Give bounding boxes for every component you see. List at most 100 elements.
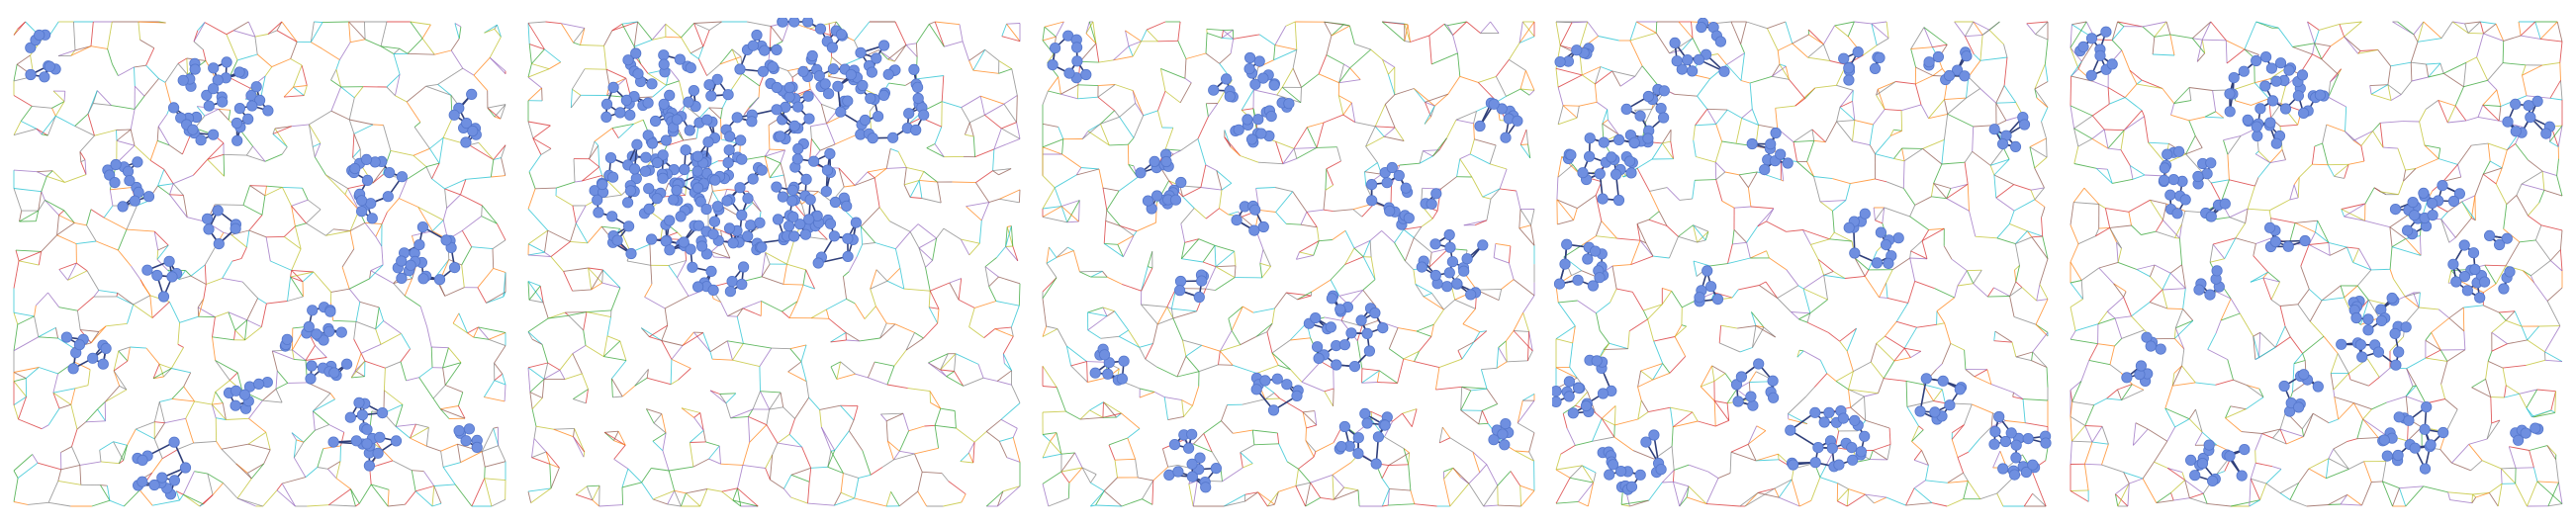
graph-edge (653, 413, 662, 424)
graph-edge (652, 84, 667, 98)
graph-edge (1767, 21, 1787, 30)
graph-edge (1252, 89, 1277, 96)
graph-edge (1387, 66, 1395, 75)
network-panel-1 (13, 21, 506, 507)
graph-edge (903, 167, 907, 185)
graph-edge (291, 269, 314, 273)
graph-edge (74, 361, 91, 371)
graph-edge (529, 379, 545, 393)
graph-edge (145, 47, 155, 66)
graph-edge (1068, 467, 1082, 484)
graph-edge (692, 331, 711, 352)
graph-edge (1325, 184, 1334, 191)
graph-edge (934, 425, 939, 449)
graph-edge (974, 170, 993, 183)
graph-edge (875, 269, 887, 282)
graph-node (872, 111, 883, 123)
graph-edge (998, 276, 1020, 285)
graph-edge (1042, 175, 1056, 189)
graph-edge (87, 114, 95, 136)
graph-edge (1005, 246, 1018, 262)
graph-edge (202, 48, 207, 61)
graph-edge (808, 396, 820, 410)
graph-node (1309, 311, 1321, 324)
graph-edge (1446, 76, 1460, 95)
graph-edge (905, 337, 924, 351)
graph-node (593, 207, 604, 219)
graph-edge (1176, 41, 1186, 59)
graph-edge (1384, 104, 1396, 129)
graph-edge (769, 479, 784, 489)
graph-edge (412, 470, 424, 473)
graph-edge (885, 420, 888, 442)
graph-edge (719, 55, 741, 65)
graph-edge (940, 353, 957, 371)
graph-edge (1360, 370, 1380, 384)
graph-edge (236, 497, 263, 507)
graph-edge (527, 121, 551, 127)
graph-edge (692, 417, 704, 431)
graph-edge (375, 236, 383, 247)
graph-edge (1244, 491, 1258, 495)
graph-edge (1476, 288, 1502, 291)
graph-edge (1230, 39, 1234, 54)
graph-edge (994, 328, 1014, 337)
graph-edge (1181, 196, 1195, 209)
graph-node (791, 101, 804, 113)
graph-node (246, 100, 258, 112)
graph-edge (846, 339, 860, 342)
graph-edge (621, 482, 642, 488)
graph-edge (930, 401, 941, 409)
graph-edge (228, 311, 236, 331)
graph-edge (13, 121, 22, 135)
graph-edge (534, 187, 557, 190)
graph-edge (662, 432, 667, 451)
graph-edge (1101, 401, 1104, 418)
graph-node (1443, 267, 1455, 279)
graph-node (1070, 55, 1083, 67)
graph-edge (310, 21, 315, 43)
graph-edge (276, 489, 296, 507)
graph-node (1210, 462, 1222, 475)
graph-edge (921, 471, 942, 475)
graph-node (646, 78, 658, 90)
graph-edge (260, 75, 266, 98)
graph-edge (97, 401, 106, 410)
graph-edge (1201, 344, 1220, 352)
graph-node (1344, 327, 1357, 339)
graph-edge (493, 267, 506, 273)
graph-edge (819, 143, 836, 151)
graph-edge (1295, 254, 1314, 260)
graph-edge (247, 443, 271, 451)
graph-edge (1302, 411, 1317, 426)
graph-edge (977, 364, 984, 379)
graph-edge (621, 23, 635, 47)
graph-edge (494, 380, 506, 386)
graph-edge (350, 488, 360, 504)
graph-edge (1057, 76, 1061, 95)
graph-edge (1099, 116, 1120, 125)
graph-edge (781, 310, 790, 318)
graph-node (166, 271, 178, 283)
graph-edge (158, 401, 165, 423)
graph-edge (1207, 103, 1218, 118)
graph-edge (13, 372, 27, 380)
graph-edge (1415, 284, 1432, 294)
graph-edge (136, 421, 155, 430)
graph-edge (527, 362, 548, 369)
graph-edge (74, 221, 87, 226)
graph-edge (931, 237, 937, 261)
graph-edge (70, 404, 78, 430)
graph-edge (702, 332, 711, 352)
graph-edge (747, 416, 750, 443)
graph-node (1101, 368, 1113, 380)
graph-edge (393, 283, 406, 297)
graph-edge (56, 222, 75, 236)
graph-edge (713, 256, 730, 259)
graph-edge (1179, 138, 1198, 151)
graph-node (366, 213, 378, 224)
graph-edge (924, 267, 931, 292)
graph-edge (781, 301, 798, 312)
graph-edge (1045, 325, 1058, 330)
graph-edge (425, 162, 440, 168)
